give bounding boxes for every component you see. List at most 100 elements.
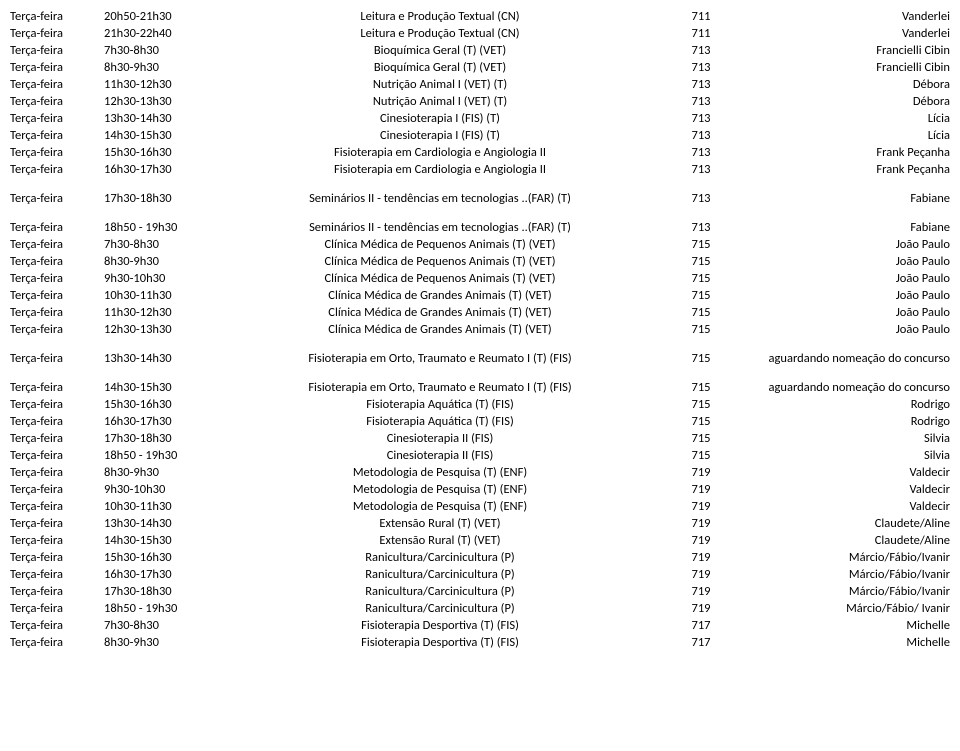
cell-day: Terça-feira (8, 430, 102, 447)
spacer-row (8, 207, 952, 219)
cell-desc: Nutrição Animal I (VET) (T) (206, 76, 674, 93)
cell-room: 713 (674, 110, 728, 127)
cell-day: Terça-feira (8, 76, 102, 93)
cell-prof: Lícia (728, 127, 952, 144)
cell-prof: Fabiane (728, 190, 952, 207)
cell-room: 713 (674, 93, 728, 110)
cell-time: 12h30-13h30 (102, 321, 206, 338)
table-row: Terça-feira12h30-13h30Nutrição Animal I … (8, 93, 952, 110)
cell-room: 711 (674, 25, 728, 42)
cell-time: 8h30-9h30 (102, 59, 206, 76)
cell-room: 715 (674, 396, 728, 413)
cell-time: 16h30-17h30 (102, 161, 206, 178)
table-row: Terça-feira8h30-9h30Clínica Médica de Pe… (8, 253, 952, 270)
cell-desc: Seminários II - tendências em tecnologia… (206, 219, 674, 236)
cell-prof: Claudete/Aline (728, 515, 952, 532)
table-row: Terça-feira8h30-9h30Fisioterapia Desport… (8, 634, 952, 651)
cell-time: 21h30-22h40 (102, 25, 206, 42)
cell-prof: Débora (728, 93, 952, 110)
cell-desc: Clínica Médica de Pequenos Animais (T) (… (206, 270, 674, 287)
cell-desc: Cinesioterapia II (FIS) (206, 447, 674, 464)
cell-prof: Márcio/Fábio/Ivanir (728, 583, 952, 600)
cell-room: 717 (674, 617, 728, 634)
table-row: Terça-feira17h30-18h30Ranicultura/Carcin… (8, 583, 952, 600)
cell-prof: Valdecir (728, 481, 952, 498)
cell-room: 715 (674, 321, 728, 338)
cell-room: 715 (674, 413, 728, 430)
cell-desc: Clínica Médica de Grandes Animais (T) (V… (206, 321, 674, 338)
table-row: Terça-feira20h50-21h30Leitura e Produção… (8, 8, 952, 25)
cell-time: 7h30-8h30 (102, 617, 206, 634)
cell-room: 717 (674, 634, 728, 651)
cell-time: 8h30-9h30 (102, 634, 206, 651)
cell-prof: Vanderlei (728, 8, 952, 25)
cell-desc: Ranicultura/Carcinicultura (P) (206, 600, 674, 617)
cell-prof: Fabiane (728, 219, 952, 236)
cell-room: 715 (674, 253, 728, 270)
cell-room: 719 (674, 549, 728, 566)
table-row: Terça-feira8h30-9h30Bioquímica Geral (T)… (8, 59, 952, 76)
cell-day: Terça-feira (8, 583, 102, 600)
cell-day: Terça-feira (8, 219, 102, 236)
cell-day: Terça-feira (8, 190, 102, 207)
cell-room: 715 (674, 430, 728, 447)
cell-time: 20h50-21h30 (102, 8, 206, 25)
cell-prof: aguardando nomeação do concurso (728, 379, 952, 396)
cell-desc: Fisioterapia em Cardiologia e Angiologia… (206, 144, 674, 161)
cell-prof: Lícia (728, 110, 952, 127)
cell-time: 15h30-16h30 (102, 396, 206, 413)
cell-room: 719 (674, 481, 728, 498)
cell-prof: Rodrigo (728, 396, 952, 413)
cell-time: 9h30-10h30 (102, 270, 206, 287)
cell-room: 719 (674, 600, 728, 617)
cell-time: 10h30-11h30 (102, 287, 206, 304)
cell-desc: Metodologia de Pesquisa (T) (ENF) (206, 481, 674, 498)
spacer-row (8, 338, 952, 350)
cell-day: Terça-feira (8, 634, 102, 651)
cell-time: 13h30-14h30 (102, 350, 206, 367)
cell-desc: Clínica Médica de Pequenos Animais (T) (… (206, 236, 674, 253)
table-row: Terça-feira17h30-18h30Seminários II - te… (8, 190, 952, 207)
cell-time: 15h30-16h30 (102, 144, 206, 161)
cell-prof: Silvia (728, 430, 952, 447)
cell-prof: Vanderlei (728, 25, 952, 42)
cell-prof: Frank Peçanha (728, 144, 952, 161)
cell-room: 719 (674, 515, 728, 532)
table-row: Terça-feira15h30-16h30Ranicultura/Carcin… (8, 549, 952, 566)
cell-prof: João Paulo (728, 270, 952, 287)
table-row: Terça-feira16h30-17h30Fisioterapia Aquát… (8, 413, 952, 430)
cell-day: Terça-feira (8, 161, 102, 178)
cell-time: 7h30-8h30 (102, 236, 206, 253)
cell-time: 11h30-12h30 (102, 76, 206, 93)
cell-desc: Cinesioterapia I (FIS) (T) (206, 110, 674, 127)
table-row: Terça-feira14h30-15h30Extensão Rural (T)… (8, 532, 952, 549)
cell-time: 14h30-15h30 (102, 127, 206, 144)
cell-prof: João Paulo (728, 304, 952, 321)
cell-time: 8h30-9h30 (102, 464, 206, 481)
cell-desc: Fisioterapia em Orto, Traumato e Reumato… (206, 350, 674, 367)
cell-desc: Clínica Médica de Grandes Animais (T) (V… (206, 287, 674, 304)
cell-desc: Metodologia de Pesquisa (T) (ENF) (206, 464, 674, 481)
cell-day: Terça-feira (8, 498, 102, 515)
cell-desc: Fisioterapia em Orto, Traumato e Reumato… (206, 379, 674, 396)
cell-time: 13h30-14h30 (102, 110, 206, 127)
cell-time: 14h30-15h30 (102, 532, 206, 549)
cell-time: 18h50 - 19h30 (102, 219, 206, 236)
cell-desc: Fisioterapia Aquática (T) (FIS) (206, 396, 674, 413)
cell-prof: Michelle (728, 617, 952, 634)
cell-time: 8h30-9h30 (102, 253, 206, 270)
cell-prof: João Paulo (728, 321, 952, 338)
table-row: Terça-feira16h30-17h30Ranicultura/Carcin… (8, 566, 952, 583)
cell-room: 713 (674, 59, 728, 76)
cell-day: Terça-feira (8, 321, 102, 338)
cell-day: Terça-feira (8, 8, 102, 25)
cell-prof: Francielli Cibin (728, 59, 952, 76)
cell-room: 713 (674, 190, 728, 207)
cell-time: 13h30-14h30 (102, 515, 206, 532)
table-row: Terça-feira18h50 - 19h30Seminários II - … (8, 219, 952, 236)
cell-day: Terça-feira (8, 350, 102, 367)
table-row: Terça-feira11h30-12h30Clínica Médica de … (8, 304, 952, 321)
cell-day: Terça-feira (8, 144, 102, 161)
cell-time: 9h30-10h30 (102, 481, 206, 498)
cell-desc: Bioquímica Geral (T) (VET) (206, 59, 674, 76)
